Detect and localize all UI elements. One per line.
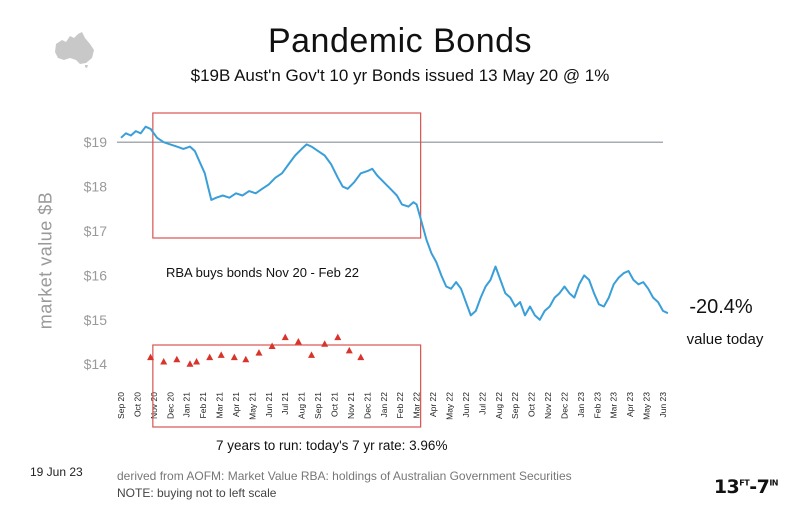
series-line [120, 125, 669, 321]
rba-purchase-marker [160, 358, 168, 365]
x-tick-label: Feb 23 [592, 392, 602, 419]
rba-purchase-marker [173, 355, 181, 363]
x-tick-label: May 23 [642, 392, 652, 420]
rba-purchase-marker [193, 358, 201, 365]
change-label: value today [686, 331, 764, 348]
x-tick-label: May 21 [247, 392, 257, 420]
x-tick-label: Dec 20 [165, 392, 175, 419]
y-tick-label: $19 [84, 134, 108, 150]
rba-purchase-marker [255, 349, 263, 356]
x-tick-label: Jun 22 [461, 392, 471, 418]
rba-purchase-marker [217, 351, 225, 358]
x-tick-label: Sep 21 [313, 392, 323, 419]
rba-purchase-marker [308, 351, 316, 358]
rba-purchase-marker [345, 346, 353, 354]
y-tick-label: $18 [84, 179, 108, 195]
x-tick-label: Jun 21 [264, 392, 274, 418]
chart-subtitle: $19B Aust'n Gov't 10 yr Bonds issued 13 … [190, 66, 610, 85]
x-tick-label: Sep 22 [510, 392, 520, 419]
x-tick-label: Nov 21 [346, 392, 356, 419]
australia-map-icon [55, 32, 94, 68]
x-tick-label: Sep 20 [116, 392, 126, 419]
y-tick-label: $16 [84, 267, 108, 283]
x-tick-label: Mar 21 [215, 392, 225, 419]
x-tick-label: Jun 23 [658, 392, 668, 418]
x-tick-label: Apr 23 [625, 392, 635, 417]
x-tick-label: Jan 22 [379, 392, 389, 418]
rba-purchase-marker [281, 333, 289, 341]
rba-purchase-marker [334, 333, 342, 341]
y-tick-label: $17 [84, 223, 108, 239]
y-tick-label: $14 [84, 356, 108, 372]
y-tick-label: $15 [84, 312, 108, 328]
x-tick-label: Oct 20 [132, 392, 142, 417]
x-tick-label: Mar 22 [412, 392, 422, 419]
x-tick-label: Dec 22 [559, 392, 569, 419]
rba-annotation: RBA buys bonds Nov 20 - Feb 22 [166, 265, 359, 280]
rba-buying-box [152, 344, 422, 428]
rate-annotation: 7 years to run: today's 7 yr rate: 3.96% [216, 438, 448, 453]
x-tick-label: Jul 22 [477, 392, 487, 415]
rba-purchase-marker [186, 360, 194, 367]
x-tick-label: Mar 23 [609, 392, 619, 419]
change-value: -20.4% [689, 296, 753, 318]
x-tick-label: Feb 22 [395, 392, 405, 419]
x-tick-label: Jan 23 [576, 392, 586, 418]
x-tick-label: Jan 21 [182, 392, 192, 418]
x-tick-label: Aug 21 [297, 392, 307, 419]
rba-purchase-marker [230, 353, 238, 361]
rba-purchase-marker [321, 340, 329, 347]
buying-note: NOTE: buying not to left scale [117, 486, 277, 500]
x-tick-label: Oct 21 [330, 392, 340, 417]
x-tick-label: Feb 21 [198, 392, 208, 419]
rba-purchase-marker [206, 353, 214, 361]
x-tick-label: Nov 20 [149, 392, 159, 419]
x-tick-label: Apr 21 [231, 392, 241, 417]
rba-period-box [152, 112, 422, 239]
rba-purchase-marker [242, 355, 250, 363]
rba-purchase-marker [268, 342, 276, 349]
date-stamp: 19 Jun 23 [30, 465, 83, 479]
x-tick-label: Jul 21 [280, 392, 290, 415]
x-tick-label: Dec 21 [362, 392, 372, 419]
rba-purchase-marker [294, 338, 302, 345]
rba-purchase-marker [357, 353, 365, 361]
x-tick-label: May 22 [444, 392, 454, 420]
x-tick-label: Nov 22 [543, 392, 553, 419]
brand-logo: 13FT-7IN [713, 476, 779, 498]
source-note: derived from AOFM: Market Value RBA: hol… [117, 469, 572, 483]
chart-title: Pandemic Bonds [267, 22, 533, 60]
rba-purchase-marker [147, 353, 155, 361]
x-tick-label: Apr 22 [428, 392, 438, 417]
x-tick-label: Oct 22 [527, 392, 537, 417]
x-tick-label: Aug 22 [494, 392, 504, 419]
